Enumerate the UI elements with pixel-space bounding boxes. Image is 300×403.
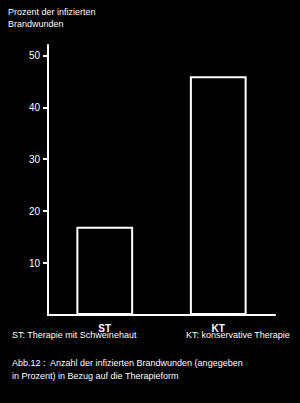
svg-text:40: 40	[29, 102, 41, 113]
svg-text:30: 30	[29, 154, 41, 165]
svg-text:ST: Therapie mit Schweinehaut: ST: Therapie mit Schweinehaut	[12, 330, 137, 340]
svg-text:20: 20	[29, 206, 41, 217]
svg-text:KT: konservative Therapie: KT: konservative Therapie	[186, 330, 290, 340]
svg-text:in Prozent) in Bezug auf die T: in Prozent) in Bezug auf die Therapiefor…	[12, 371, 178, 381]
svg-text:Brandwunden: Brandwunden	[8, 19, 64, 29]
svg-text:ST: ST	[98, 323, 111, 334]
svg-text:Prozent der infizierten: Prozent der infizierten	[8, 7, 96, 17]
svg-text:KT: KT	[212, 323, 225, 334]
svg-text:Abb.12 : Anzahl der infiziert: Abb.12 : Anzahl der infizierten Brandwun…	[12, 358, 243, 368]
svg-text:10: 10	[29, 258, 41, 269]
svg-text:50: 50	[29, 50, 41, 61]
